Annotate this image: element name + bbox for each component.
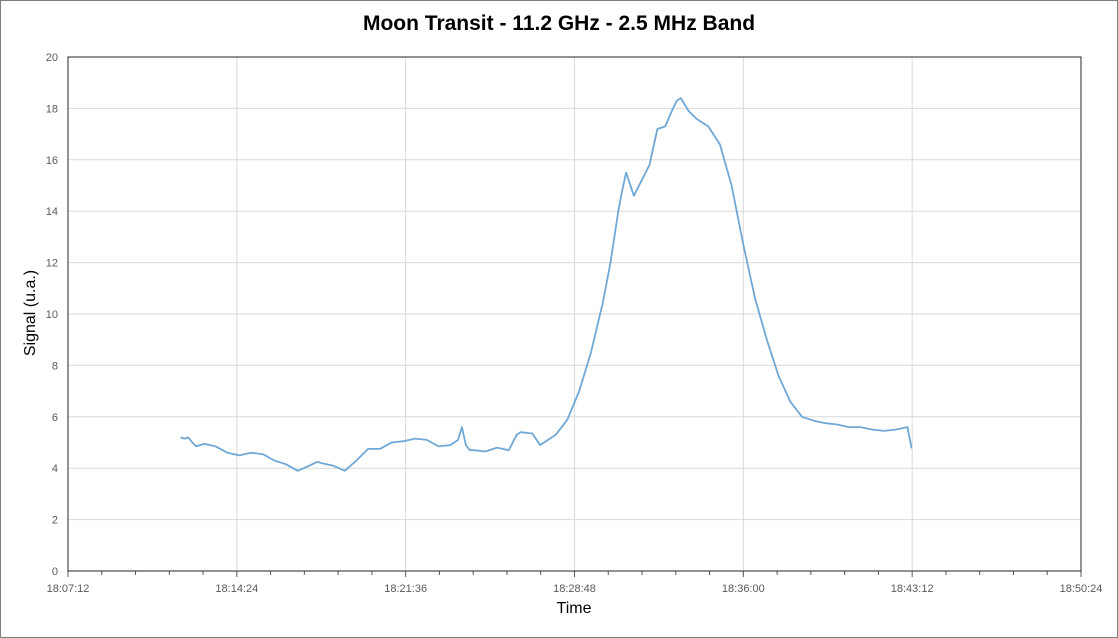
axis-ticks [67,571,1082,577]
x-tick-label: 18:50:24 [1060,583,1103,595]
y-tick-label: 6 [52,412,58,424]
y-tick-label: 4 [52,463,58,475]
y-tick-label: 0 [52,566,58,578]
x-tick-label: 18:43:12 [891,583,934,595]
y-tick-label: 18 [46,103,58,115]
series-line-0 [180,97,913,472]
chart-title: Moon Transit - 11.2 GHz - 2.5 MHz Band [362,12,756,35]
y-tick-label: 10 [46,309,58,321]
plot-border [67,56,1082,572]
y-tick-label: 2 [52,515,58,527]
x-tick-label: 18:21:36 [384,583,427,595]
y-tick-label: 8 [52,360,58,372]
grid-lines [67,56,1082,572]
y-tick-label: 14 [46,206,58,218]
x-axis-label: Time [556,600,592,617]
x-tick-label: 18:07:12 [47,583,90,595]
series-layer [180,97,913,472]
y-tick-label: 20 [46,52,58,64]
x-tick-label: 18:14:24 [215,583,258,595]
x-tick-label: 18:28:48 [553,583,596,595]
y-tick-label: 16 [46,155,58,167]
y-tick-label: 12 [46,258,58,270]
x-tick-label: 18:36:00 [722,583,765,595]
tick-labels: 0 2 4 6 8 10 12 14 16 18 20 18:07:12 18:14:24 18:21:3… [46,52,1103,595]
